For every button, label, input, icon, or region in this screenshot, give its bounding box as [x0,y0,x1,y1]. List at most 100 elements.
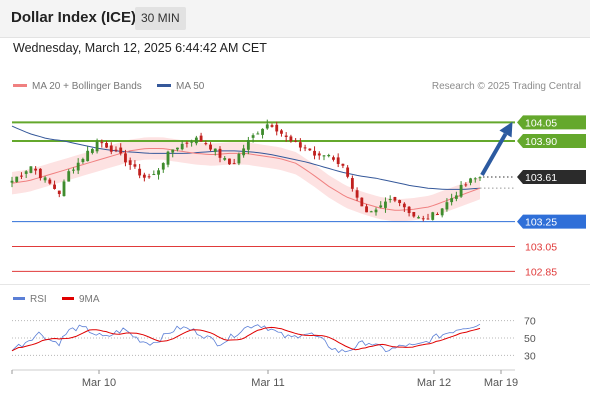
legend-9ma-label: 9MA [79,294,100,305]
legend-ma50: MA 50 [157,81,204,92]
candle [426,218,430,220]
candle [294,140,298,142]
timeframe-button[interactable]: 30 MIN [135,7,186,30]
candle [237,153,241,164]
candle [440,208,444,216]
candle [138,168,142,176]
candle [313,150,316,156]
candle [284,135,288,137]
legend-9ma: 9MA [62,294,100,305]
candle [90,148,94,153]
candle [109,145,113,152]
candle [76,162,80,171]
candle [454,195,458,199]
candle [341,163,345,166]
ma9-swatch-icon [62,296,74,300]
forecast-arrow-shaft [480,132,508,177]
candle [436,214,439,216]
panel-divider [0,284,590,285]
candle [147,176,151,178]
candle [10,180,14,183]
candle [417,217,420,219]
candle [256,133,260,135]
candle [242,148,246,156]
candle [317,153,321,156]
candle [298,142,302,148]
candle [105,142,108,148]
candle [450,198,454,203]
candle [322,155,326,157]
candle [204,143,208,145]
candle [379,205,383,208]
candle [407,206,411,214]
candle [469,178,472,183]
candle [421,218,425,220]
candle [369,211,373,213]
candle [308,148,312,151]
candle [332,157,335,160]
candle [57,190,61,195]
candle [473,178,477,180]
legend-rsi: RSI [13,294,47,305]
rsi-level-label: 30 [524,350,536,362]
candle [464,184,468,186]
candle [251,135,255,138]
candle [360,197,364,207]
candle [402,203,406,208]
ma50-swatch-icon [157,83,171,87]
forecast-arrow-head-icon [499,121,513,138]
instrument-title: Dollar Index (ICE) [11,9,137,26]
level-label-104.05-tag [517,115,586,130]
candle [246,140,250,150]
candle [445,202,449,210]
candle [152,174,156,176]
legend-ma50-label: MA 50 [176,81,205,92]
current-price-label-tag [517,170,586,185]
chart-datetime: Wednesday, March 12, 2025 6:44:42 AM CET [13,41,267,55]
ma20-line [11,148,481,211]
candle [95,141,99,152]
candle [176,147,179,150]
candle [228,158,231,165]
candle [223,158,227,160]
candle [270,125,274,127]
candle [142,174,146,178]
level-label-103.25-tag [517,214,586,229]
candle [171,149,175,153]
watermark: Research © 2025 Trading Central [431,81,581,92]
candle [398,200,402,204]
legend-bollinger-label: MA 20 + Bollinger Bands [32,81,142,92]
candle [133,164,137,167]
x-tick-label: Mar 10 [82,377,116,389]
level-label-103.25: 103.25 [525,217,557,229]
candle [34,168,38,171]
legend-bollinger: MA 20 + Bollinger Bands [13,81,142,92]
candle [478,177,482,179]
x-tick-label: Mar 19 [484,377,518,389]
x-tick-label: Mar 11 [251,377,284,389]
candle [161,163,165,170]
candle [43,177,47,181]
rsi-swatch-icon [13,296,25,300]
candle [86,150,90,162]
candle [194,137,198,144]
candle [412,212,416,217]
candle [185,142,189,144]
candle [124,153,127,163]
bollinger-swatch-icon [13,83,27,87]
candle [275,124,279,132]
candle [62,181,66,197]
candle [81,159,85,163]
candle [265,124,269,129]
candle [289,136,293,142]
candle [48,179,52,184]
rsi-ma9-line [11,326,481,352]
candle [374,209,378,213]
candle [355,190,359,198]
candle [180,143,184,150]
candle [20,175,23,177]
candle [72,169,75,171]
candle [67,171,71,182]
candle [100,142,104,144]
